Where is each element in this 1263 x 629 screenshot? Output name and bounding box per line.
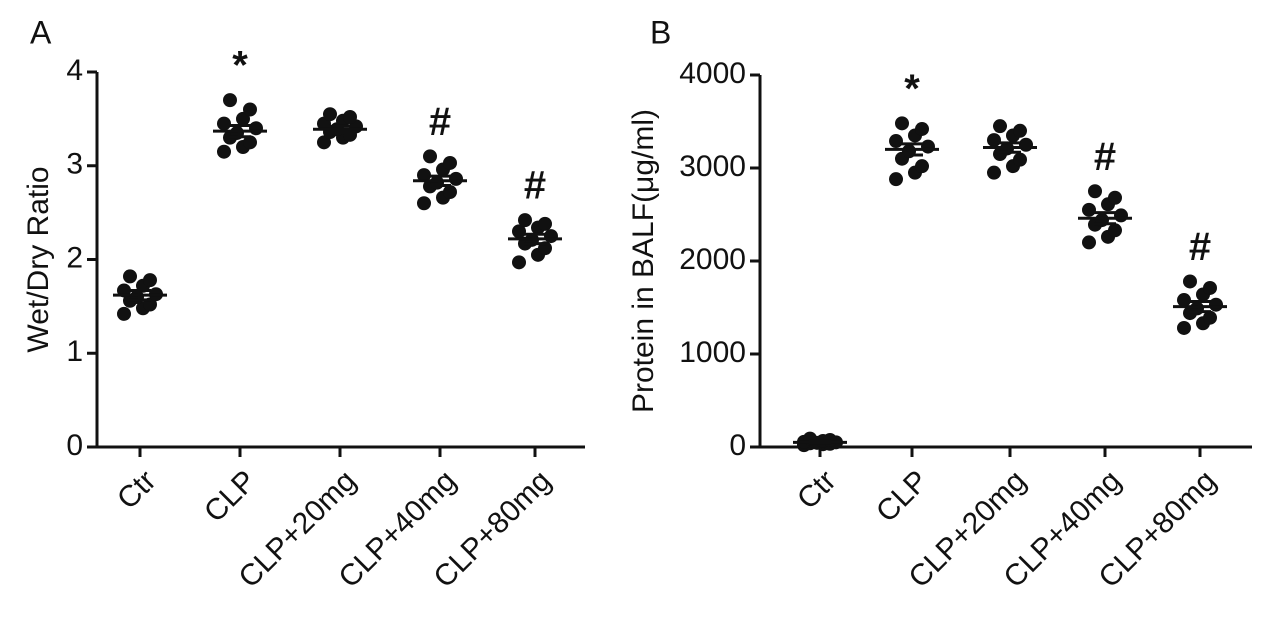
data-point: [249, 121, 263, 136]
error-bar: [1094, 211, 1116, 226]
data-point: [1108, 190, 1122, 205]
data-point: [223, 93, 237, 108]
data-point: [987, 165, 1001, 180]
data-point: [1019, 137, 1033, 152]
data-point: [1209, 297, 1223, 312]
data-point: [1082, 235, 1096, 250]
data-point: [915, 159, 929, 174]
data-point: [1190, 301, 1204, 316]
x-tick-label: Ctr: [111, 464, 163, 516]
data-point: [417, 196, 431, 211]
error-bar: [524, 232, 546, 246]
data-point: [518, 213, 532, 228]
data-point: [243, 135, 257, 150]
x-tick-label: Ctr: [791, 464, 843, 516]
data-point: [1013, 123, 1027, 138]
data-point: [889, 134, 903, 149]
significance-mark: *: [904, 67, 920, 111]
significance-mark: #: [1189, 225, 1211, 269]
y-tick-label: 3: [66, 148, 83, 181]
y-tick-label: 2000: [679, 243, 746, 276]
significance-mark: #: [524, 164, 546, 208]
data-point: [1108, 223, 1122, 238]
data-point: [143, 273, 157, 288]
data-point: [423, 149, 437, 164]
data-point: [1183, 274, 1197, 289]
y-tick-label: 4: [66, 54, 83, 87]
data-point: [544, 229, 558, 244]
data-point: [512, 224, 526, 239]
error-bar: [901, 142, 923, 157]
data-point: [915, 121, 929, 136]
y-tick-label: 0: [66, 429, 83, 462]
error-bar: [229, 123, 251, 139]
data-point: [443, 185, 457, 199]
y-tick-label: 1: [66, 335, 83, 368]
x-tick-label: CLP: [870, 464, 935, 529]
data-point: [323, 107, 337, 122]
significance-mark: #: [1094, 135, 1116, 179]
y-tick-label: 2: [66, 241, 83, 274]
data-point: [443, 155, 457, 170]
y-axis-label: Protein in BALF(μg/ml): [627, 109, 660, 413]
y-axis-label: Wet/Dry Ratio: [22, 166, 55, 352]
data-point: [217, 144, 231, 159]
significance-mark: *: [232, 44, 248, 88]
data-point: [987, 133, 1001, 148]
data-point: [1203, 280, 1217, 295]
data-point: [1177, 320, 1191, 335]
data-point: [993, 119, 1007, 134]
y-tick-label: 3000: [679, 150, 746, 183]
panel-label: B: [650, 14, 671, 50]
data-point: [889, 172, 903, 187]
data-point: [895, 116, 909, 131]
y-tick-label: 0: [729, 429, 746, 462]
data-point: [921, 139, 935, 154]
data-point: [1114, 208, 1128, 223]
data-point: [343, 110, 357, 124]
data-point: [512, 255, 526, 270]
y-tick-label: 1000: [679, 336, 746, 369]
data-point: [430, 175, 444, 190]
significance-mark: #: [429, 100, 451, 144]
data-point: [317, 135, 331, 150]
x-tick-label: CLP: [198, 464, 263, 529]
error-bar: [809, 439, 831, 445]
data-point: [1088, 184, 1102, 199]
error-bar: [329, 124, 351, 134]
y-tick-label: 4000: [679, 57, 746, 90]
data-point: [417, 168, 431, 183]
data-point: [538, 216, 552, 231]
data-point: [123, 269, 137, 284]
panel-label: A: [30, 14, 52, 50]
data-point: [1177, 293, 1191, 308]
data-point: [117, 306, 131, 321]
data-point: [217, 116, 231, 131]
data-point: [1082, 202, 1096, 217]
error-bar: [429, 174, 451, 187]
error-bar: [129, 288, 151, 302]
data-point: [1013, 152, 1027, 167]
data-point: [1203, 310, 1217, 325]
error-bar: [1189, 299, 1211, 314]
error-bar: [999, 141, 1021, 154]
data-point: [243, 102, 257, 117]
data-point: [449, 171, 463, 186]
